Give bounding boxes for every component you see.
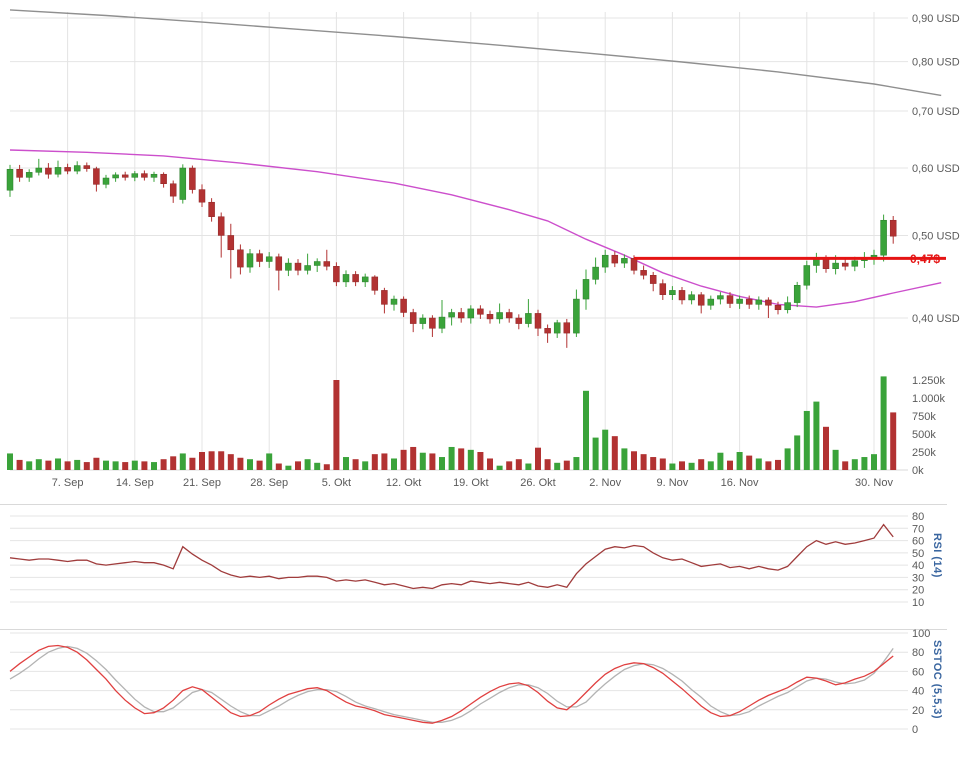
svg-text:0,90 USD: 0,90 USD [912,13,960,25]
svg-text:50: 50 [912,548,924,560]
svg-text:500k: 500k [912,429,936,441]
svg-text:30. Nov: 30. Nov [855,477,893,489]
svg-text:16. Nov: 16. Nov [721,477,759,489]
svg-text:60: 60 [912,536,924,548]
svg-text:9. Nov: 9. Nov [657,477,689,489]
svg-text:0,60 USD: 0,60 USD [912,163,960,175]
svg-text:0,80 USD: 0,80 USD [912,57,960,69]
stoch-panel-label: SSTOC (5,5,3) [931,640,943,720]
svg-text:0,70 USD: 0,70 USD [912,106,960,118]
svg-text:30: 30 [912,572,924,584]
svg-text:14. Sep: 14. Sep [116,477,154,489]
svg-text:7. Sep: 7. Sep [52,477,84,489]
svg-text:19. Okt: 19. Okt [453,477,488,489]
svg-text:20: 20 [912,705,924,717]
svg-text:40: 40 [912,686,924,698]
svg-text:40: 40 [912,560,924,572]
svg-text:2. Nov: 2. Nov [589,477,621,489]
svg-text:28. Sep: 28. Sep [250,477,288,489]
svg-text:0,50 USD: 0,50 USD [912,230,960,242]
svg-text:10: 10 [912,597,924,609]
rsi-panel-label: RSI (14) [931,533,943,578]
svg-text:1.000k: 1.000k [912,393,946,405]
svg-text:1.250k: 1.250k [912,375,946,387]
svg-text:5. Okt: 5. Okt [322,477,351,489]
svg-text:21. Sep: 21. Sep [183,477,221,489]
svg-text:100: 100 [912,628,930,640]
support-price-label: 0,47$ [910,252,941,266]
svg-text:60: 60 [912,666,924,678]
svg-text:0k: 0k [912,465,924,477]
svg-text:70: 70 [912,523,924,535]
svg-text:80: 80 [912,511,924,523]
svg-text:26. Okt: 26. Okt [520,477,555,489]
svg-text:250k: 250k [912,447,936,459]
svg-text:750k: 750k [912,411,936,423]
svg-text:0,40 USD: 0,40 USD [912,313,960,325]
svg-text:0: 0 [912,724,918,736]
svg-text:20: 20 [912,585,924,597]
svg-text:12. Okt: 12. Okt [386,477,421,489]
svg-text:80: 80 [912,647,924,659]
